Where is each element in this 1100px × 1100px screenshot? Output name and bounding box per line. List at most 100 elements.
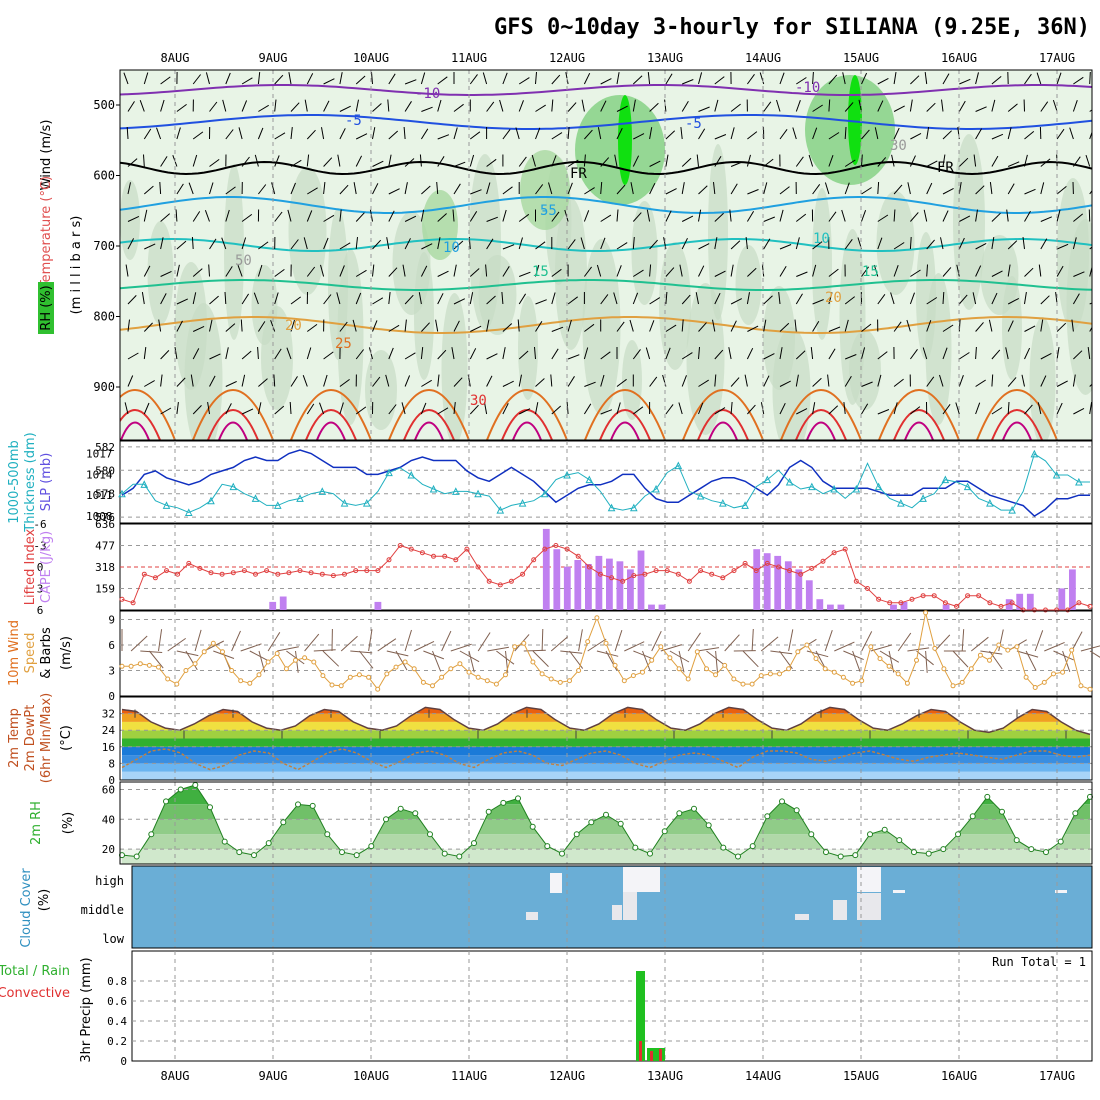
upper-wind-barb [975,209,978,222]
upper-wind-barb [975,379,986,387]
upper-wind-barb [388,404,397,415]
upper-wind-barb [730,183,738,195]
upper-wind-barb [127,375,134,387]
upper-wind-barb [127,238,135,250]
upper-wind-barb [352,319,357,332]
upper-wind-barb [939,374,944,387]
upper-wind-barb [535,71,537,85]
upper-wind-barb [861,323,872,332]
upper-wind-barb [486,101,495,112]
upper-wind-barb [518,156,527,167]
rh-marker [896,837,903,844]
upper-wind-barb [257,321,266,332]
slp-line [121,449,1090,518]
wind-speed-marker [375,686,381,692]
temp-band [122,771,1090,780]
lifted-index-marker [175,571,181,577]
upper-wind-barb [828,155,834,167]
upper-wind-barb [989,182,993,195]
upper-wind-barb [893,127,900,140]
cape-bar [1058,588,1066,610]
contour-label: 30 [890,138,907,154]
upper-wind-barb [160,76,171,85]
cape-bar [648,604,655,610]
wind-speed-marker [210,640,216,646]
ylabel-precip-conv: Convective [0,986,70,1001]
wind-speed-marker [119,663,125,669]
upper-wind-barb [404,352,416,360]
upper-wind-barb [551,268,562,277]
upper-wind-barb [682,79,694,85]
cape-bar [827,604,834,610]
lifted-index-marker [230,570,236,576]
upper-wind-barb [828,74,838,85]
rh-shade [631,201,658,305]
upper-wind-barb [778,292,781,305]
rh-marker [661,828,668,835]
upper-wind-barb [873,264,879,277]
upper-wind-barb [958,157,969,167]
contour-35 [806,421,836,440]
upper-wind-barb [746,210,755,222]
wind-speed-marker [777,671,782,677]
upper-wind-barb [975,106,987,112]
rh-shade [261,306,293,410]
rh-marker [735,853,741,860]
upper-wind-barb [630,182,634,195]
cape-bar [374,601,382,610]
rh-shade [622,340,642,420]
wind-speed-marker [676,666,682,672]
wind-speed-marker [146,662,152,668]
upper-wind-barb [616,184,626,195]
upper-wind-barb [307,187,318,195]
lifted-index-marker [375,568,381,574]
upper-wind-barb [1087,347,1091,360]
upper-wind-barb [550,374,553,387]
upper-wind-barb [973,154,977,167]
upper-wind-barb [502,209,507,222]
upper-wind-barb [307,323,318,332]
upper-wind-barb [323,374,328,387]
ylabel-rh: RH (%) [39,285,54,330]
upper-wind-barb [519,271,531,277]
contour-30 [893,409,945,440]
upper-wind-barb [502,129,511,140]
upper-wind-barb [143,347,147,360]
upper-wind-barb [1056,322,1067,332]
rh-marker [793,807,800,814]
upper-wind-barb [420,128,429,140]
upper-wind-barb [437,99,442,112]
cloud-block [526,912,538,920]
upper-wind-barb [681,294,691,305]
top-date-axis: 8AUG 9AUG 10AUG 11AUG 12AUG 13AUG 14AUG 15AUG 16… [161,51,1076,65]
upper-wind-barb [1073,407,1085,415]
upper-wind-barb [600,351,611,360]
rh-marker [779,798,785,805]
upper-wind-barb [290,102,300,112]
upper-wind-barb [160,350,170,360]
upper-wind-barb [975,402,981,415]
upper-wind-barb [469,74,478,85]
upper-wind-barb [1056,243,1069,250]
thickness-marker [741,501,749,509]
upper-wind-barb [339,105,351,112]
upper-wind-barb [910,75,920,85]
rh-marker [1043,849,1049,856]
upper-wind-barb [1024,325,1036,332]
contour-30 [403,409,455,440]
upper-wind-barb [632,236,635,250]
upper-wind-barb [339,265,345,277]
upper-wind-barb [583,347,589,360]
wind-tick-label: 0 [108,690,115,703]
upper-wind-barb [616,242,628,250]
upper-wind-barb [877,409,890,415]
bottom-date-label: 14AUG [745,1069,781,1083]
upper-wind-barb [730,401,733,415]
rh-marker [500,799,507,806]
pressure-tick-label: 900 [93,380,115,394]
upper-wind-barb [225,209,230,222]
upper-wind-barb [714,270,726,277]
wind-speed-marker [439,674,445,680]
rh-shade [1002,276,1022,380]
temp-band [122,730,1090,739]
